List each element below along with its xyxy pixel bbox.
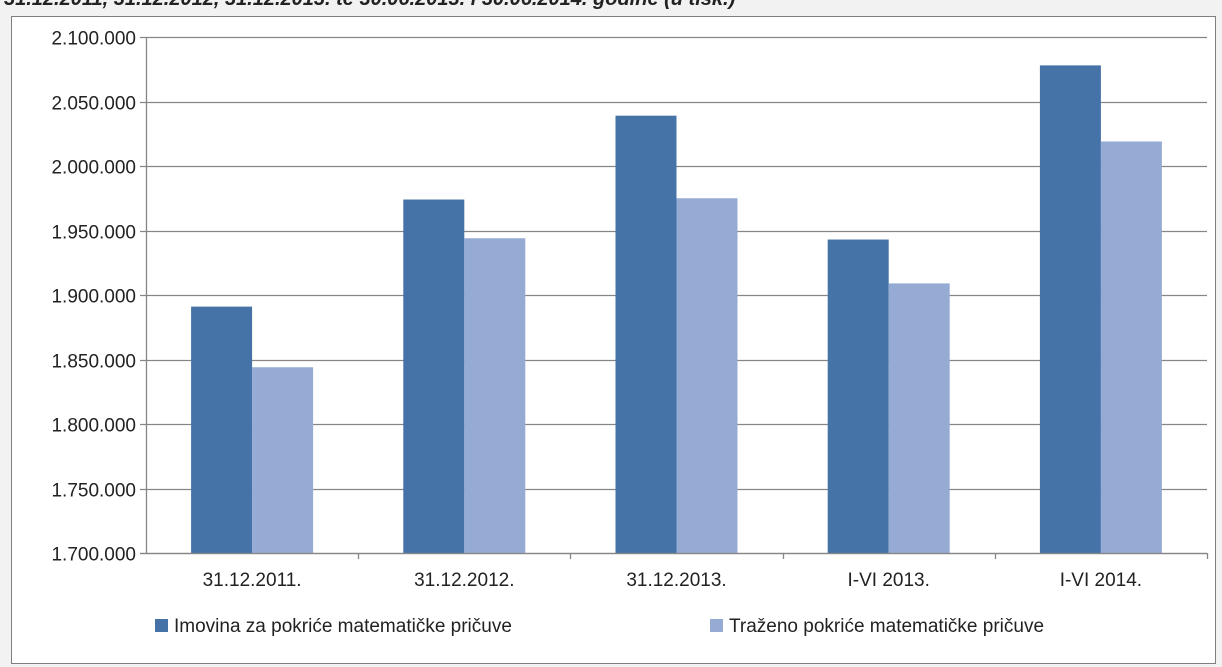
y-axis-ticks: 1.700.000 1.750.000 1.800.000 1.850.000 1.90… (51, 29, 136, 566)
y-tick-label: 2.100.000 (51, 29, 136, 50)
legend: Imovina za pokriće matematičke pričuve Tr… (155, 616, 1044, 637)
legend-swatch (710, 619, 723, 632)
y-tick-label: 2.050.000 (51, 94, 136, 115)
bar-imovina (1039, 65, 1101, 553)
x-tick-label: I-VI 2013. (848, 570, 930, 591)
y-tick-label: 1.950.000 (51, 223, 136, 244)
x-tick-label: I-VI 2014. (1060, 570, 1142, 591)
y-tick-label: 2.000.000 (51, 158, 136, 179)
y-tick-label: 1.850.000 (51, 352, 136, 373)
x-tick-label: 31.12.2011. (203, 570, 302, 591)
bar-trazeno (676, 198, 738, 553)
y-tick-label: 1.900.000 (51, 287, 136, 308)
bar-imovina (403, 199, 465, 554)
bars (191, 65, 1162, 554)
bar-imovina (615, 115, 677, 553)
page-title: 31.12.2011, 31.12.2012, 31.12.2013. te 3… (4, 0, 735, 11)
bar-trazeno (888, 283, 950, 553)
y-tick-label: 1.800.000 (51, 416, 136, 437)
bar-trazeno (252, 367, 314, 553)
legend-swatch (155, 619, 168, 632)
x-tick-label: 31.12.2012. (414, 570, 514, 591)
legend-label: Imovina za pokriće matematičke pričuve (174, 616, 512, 637)
bar-imovina (191, 306, 253, 553)
x-axis-ticks: 31.12.2011. 31.12.2012. 31.12.2013. I-VI 20… (140, 552, 1209, 591)
legend-label: Traženo pokriće matematičke pričuve (729, 616, 1044, 637)
bar-imovina (827, 239, 889, 553)
y-tick-label: 1.750.000 (51, 481, 136, 502)
bar-trazeno (1100, 141, 1162, 554)
x-tick-label: 31.12.2013. (626, 570, 726, 591)
bar-trazeno (464, 238, 526, 554)
y-tick-label: 1.700.000 (51, 545, 136, 566)
